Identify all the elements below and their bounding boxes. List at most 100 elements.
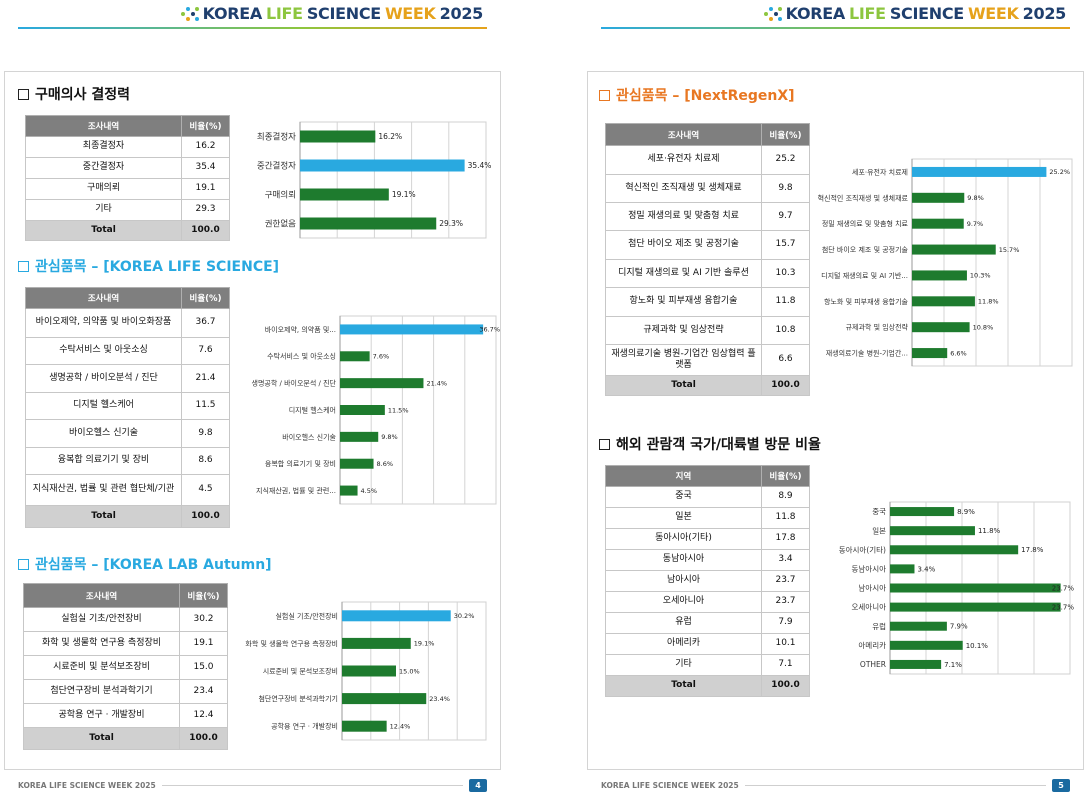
cell-value: 7.9 — [761, 612, 810, 634]
value-label: 23.7% — [1052, 604, 1075, 612]
table-row: 항노화 및 피부재생 융합기술 11.8 — [605, 287, 810, 317]
checkbox-square-icon — [18, 558, 29, 570]
bar — [890, 640, 963, 650]
table-row: 세포·유전자 치료제 25.2 — [605, 145, 810, 175]
value-label: 11.8% — [978, 527, 1001, 535]
cell-label: 정밀 재생의료 및 맞춤형 치료 — [605, 202, 762, 231]
bar — [340, 485, 358, 496]
value-label: 23.4% — [429, 695, 450, 703]
cell-label: 최종결정자 — [25, 136, 182, 158]
brand-logo: KOREA LIFE SCIENCE WEEK 2025 — [763, 4, 1066, 23]
bar — [342, 665, 396, 677]
footer: KOREA LIFE SCIENCE WEEK 2025 4 — [18, 778, 487, 792]
bar — [340, 458, 374, 469]
category-label: 유럽 — [872, 622, 886, 631]
table-row: 디지털 헬스케어 11.5 — [25, 392, 230, 420]
table-row: 시료준비 및 분석보조장비 15.0 — [23, 655, 228, 680]
page-4: KOREA LIFE SCIENCE WEEK 2025 구매의사 결정력 조사… — [0, 0, 503, 793]
cell-label: 바이오헬스 신기술 — [25, 419, 182, 448]
cell-value: 10.1 — [761, 633, 810, 655]
cell-value: 7.1 — [761, 654, 810, 676]
footer-line — [744, 784, 1046, 786]
category-label: 동아시아(기타) — [839, 544, 886, 554]
bar — [890, 545, 1019, 555]
table-row: 첨단 바이오 제조 및 공정기술 15.7 — [605, 230, 810, 260]
value-label: 19.1% — [414, 640, 435, 648]
bar — [890, 564, 915, 574]
lab-interest-table: 조사내역 비율(%) 실험실 기초/안전장비 30.2 화학 및 생물학 연구용 측정장… — [23, 583, 228, 750]
category-label: 지식재산권, 법률 및 관련... — [256, 486, 336, 495]
table-row: 화학 및 생물학 연구용 측정장비 19.1 — [23, 631, 228, 656]
table-row: 오세아니아 23.7 — [605, 591, 810, 613]
category-label: 세포·유전자 치료제 — [852, 167, 908, 176]
page-number: 5 — [1052, 778, 1070, 792]
bar — [342, 693, 427, 705]
purchase-authority-chart: 최종결정자 16.2% 중간결정자 35.4% 구매의뢰 19.1% 권한없음 29.3% — [236, 118, 492, 242]
column-header-item: 조사내역 — [25, 115, 182, 137]
value-label: 15.7% — [999, 246, 1020, 254]
table-row: 기타 7.1 — [605, 654, 810, 676]
bar — [340, 431, 379, 442]
cell-value: 35.4 — [181, 157, 230, 179]
cell-label: 유럽 — [605, 612, 762, 634]
footer: KOREA LIFE SCIENCE WEEK 2025 5 — [601, 778, 1070, 792]
cell-label: 기타 — [25, 199, 182, 221]
cell-label: 오세아니아 — [605, 591, 762, 613]
cell-label: 시료준비 및 분석보조장비 — [23, 655, 180, 680]
section-title-purchase-authority: 구매의사 결정력 — [18, 84, 130, 104]
cell-value: 15.7 — [761, 230, 810, 260]
section-title-text: 관심품목 – [KOREA LAB Autumn] — [35, 557, 272, 573]
footer-text: KOREA LIFE SCIENCE WEEK 2025 — [601, 780, 739, 790]
value-label: 25.2% — [1049, 168, 1070, 176]
header-divider — [601, 27, 1070, 29]
cell-label: 첨단 바이오 제조 및 공정기술 — [605, 230, 762, 260]
category-label: 첨단 바이오 제조 및 공정기술 — [822, 245, 909, 254]
cell-value: 9.7 — [761, 202, 810, 231]
bar — [340, 324, 484, 335]
table-row: 융복합 의료기기 및 장비 8.6 — [25, 447, 230, 475]
cell-value: 100.0 — [761, 675, 810, 697]
value-label: 23.7% — [1052, 584, 1075, 592]
category-label: 규제과학 및 임상전략 — [846, 323, 909, 332]
bar — [300, 159, 465, 172]
cell-label: 아메리카 — [605, 633, 762, 655]
table-row: 정밀 재생의료 및 맞춤형 치료 9.7 — [605, 202, 810, 231]
brand-part4: WEEK — [384, 4, 436, 23]
category-label: 구매의뢰 — [265, 189, 296, 200]
molecule-icon — [763, 5, 782, 23]
cell-label: Total — [25, 505, 182, 528]
section-title-lab: 관심품목 – [KOREA LAB Autumn] — [18, 554, 272, 574]
bar — [912, 296, 975, 307]
cell-value: 10.8 — [761, 316, 810, 345]
bar — [912, 192, 965, 203]
category-label: 아메리카 — [858, 640, 886, 650]
bar — [340, 351, 370, 362]
cell-label: 디지털 헬스케어 — [25, 392, 182, 420]
column-header-item: 조사내역 — [605, 123, 762, 146]
content-frame — [587, 71, 1084, 770]
cell-value: 4.5 — [181, 474, 230, 506]
page-number: 4 — [469, 778, 487, 792]
bar — [340, 405, 385, 415]
category-label: 일본 — [872, 526, 886, 535]
value-label: 29.3% — [439, 219, 463, 228]
brand-part1: KOREA — [202, 4, 263, 23]
table-total-row: Total 100.0 — [23, 727, 228, 750]
category-label: 시료준비 및 분석보조장비 — [263, 666, 338, 675]
cell-label: 지식재산권, 법률 및 관련 협단체/기관 — [25, 474, 182, 506]
cell-value: 8.9 — [761, 486, 810, 508]
category-label: OTHER — [860, 660, 886, 669]
cell-value: 23.7 — [761, 570, 810, 592]
category-label: 재생의료기술 병원-기업간... — [826, 349, 908, 358]
cell-value: 17.8 — [761, 528, 810, 550]
value-label: 36.7% — [479, 326, 500, 334]
table-row: 동남아시아 3.4 — [605, 549, 810, 571]
table-total-row: Total 100.0 — [605, 675, 810, 697]
lab-interest-chart: 실험실 기초/안전장비 30.2% 화학 및 생물학 연구용 측정장비 19.1% 시료… — [236, 598, 492, 744]
value-label: 10.1% — [966, 642, 989, 650]
cell-label: 동아시아(기타) — [605, 528, 762, 550]
cell-value: 19.1 — [181, 178, 230, 200]
footer-text: KOREA LIFE SCIENCE WEEK 2025 — [18, 780, 156, 790]
nextregenx-table: 조사내역 비율(%) 세포·유전자 치료제 25.2 혁신적인 조직재생 및 생체재료 9… — [605, 123, 810, 396]
bar — [912, 218, 964, 229]
